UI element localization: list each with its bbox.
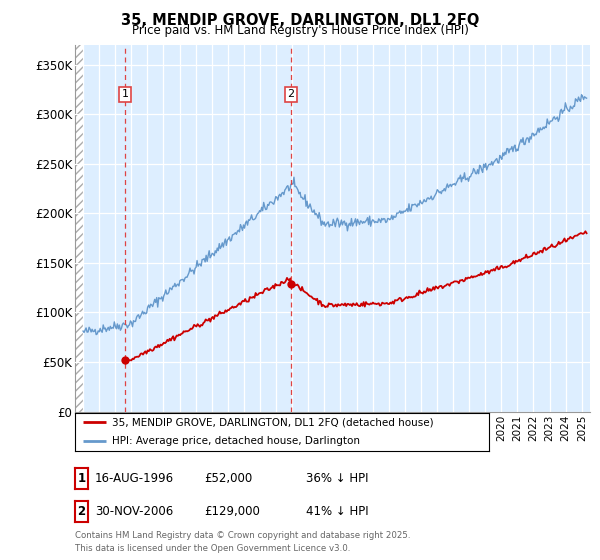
Text: 1: 1	[122, 90, 128, 99]
Text: 36% ↓ HPI: 36% ↓ HPI	[306, 472, 368, 485]
Text: 1: 1	[77, 472, 86, 485]
Text: Price paid vs. HM Land Registry's House Price Index (HPI): Price paid vs. HM Land Registry's House …	[131, 24, 469, 36]
Bar	[75, 45, 83, 412]
Text: £129,000: £129,000	[204, 505, 260, 518]
Text: 30-NOV-2006: 30-NOV-2006	[95, 505, 173, 518]
Bar	[83, 45, 590, 412]
Text: 35, MENDIP GROVE, DARLINGTON, DL1 2FQ (detached house): 35, MENDIP GROVE, DARLINGTON, DL1 2FQ (d…	[112, 417, 434, 427]
Text: £52,000: £52,000	[204, 472, 252, 485]
Text: Contains HM Land Registry data © Crown copyright and database right 2025.
This d: Contains HM Land Registry data © Crown c…	[75, 531, 410, 553]
Text: 35, MENDIP GROVE, DARLINGTON, DL1 2FQ: 35, MENDIP GROVE, DARLINGTON, DL1 2FQ	[121, 13, 479, 28]
Text: HPI: Average price, detached house, Darlington: HPI: Average price, detached house, Darl…	[112, 436, 360, 446]
Text: 16-AUG-1996: 16-AUG-1996	[95, 472, 174, 485]
Text: 2: 2	[287, 90, 295, 99]
Text: 41% ↓ HPI: 41% ↓ HPI	[306, 505, 368, 518]
Text: 2: 2	[77, 505, 86, 518]
